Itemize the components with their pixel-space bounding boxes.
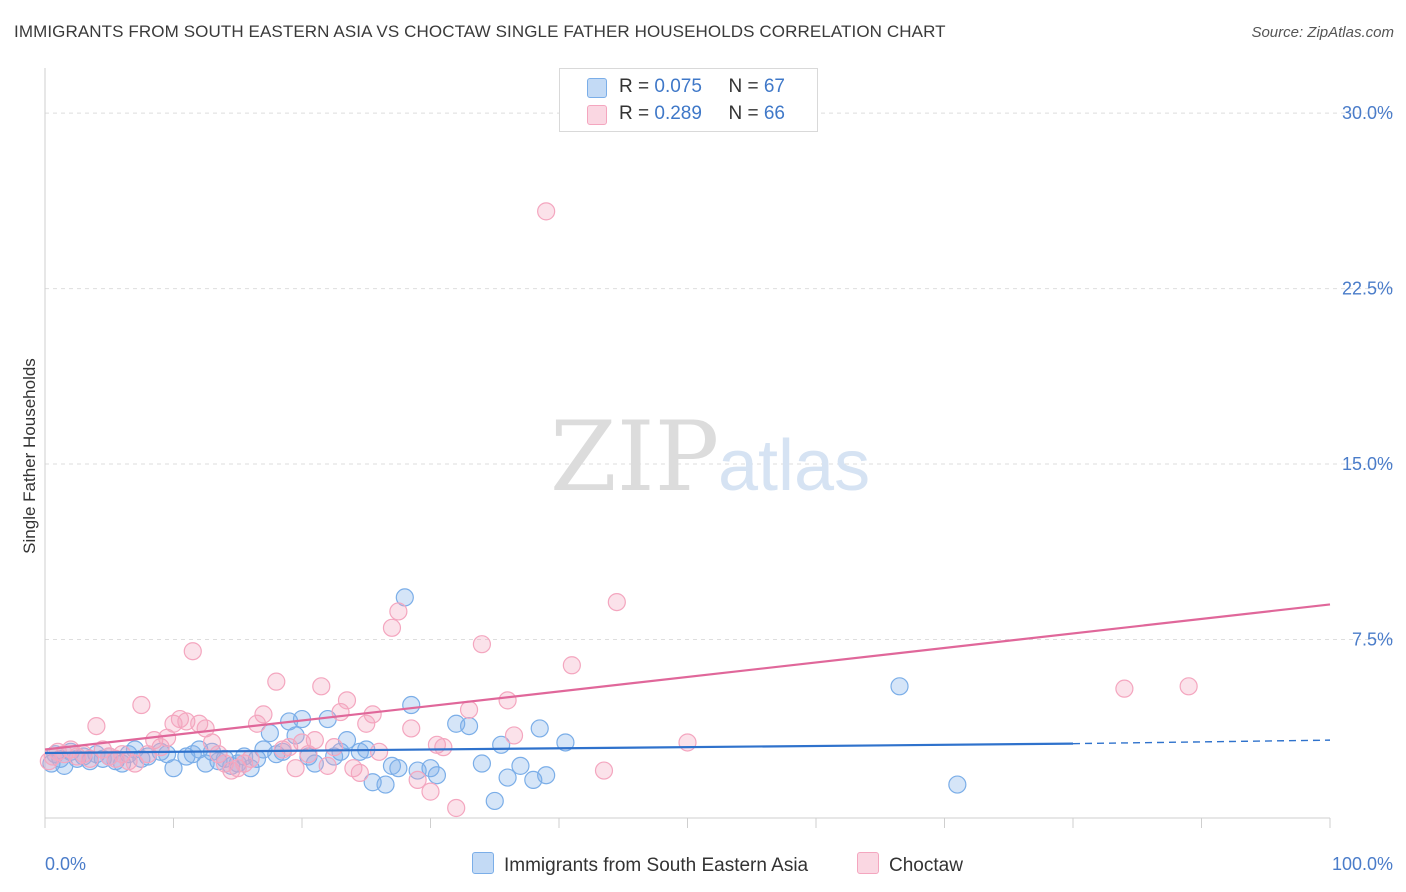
bottom-legend-swatch-immigrants: [472, 852, 494, 874]
grid-lines: [45, 112, 1393, 641]
trend-lines: [44, 603, 1331, 755]
point-immigrants: [890, 677, 909, 696]
point-choctaw: [370, 742, 389, 761]
point-choctaw: [678, 733, 697, 752]
watermark-atlas: atlas: [718, 426, 870, 506]
legend-swatch-immigrants: [587, 78, 607, 98]
legend-n-value: 67: [763, 76, 785, 97]
y-axis-label: Single Father Households: [20, 358, 39, 554]
point-choctaw: [594, 761, 614, 780]
axes: [44, 68, 1331, 828]
point-choctaw: [472, 635, 491, 654]
point-immigrants: [948, 775, 967, 794]
point-choctaw: [87, 716, 106, 736]
point-choctaw: [125, 754, 145, 773]
point-choctaw: [254, 705, 273, 724]
legend-r-value: 0.075: [654, 76, 702, 97]
point-choctaw: [402, 719, 421, 738]
point-immigrants: [498, 768, 517, 787]
bottom-legend-label-choctaw: Choctaw: [889, 855, 963, 876]
y-tick-labels: 7.5% 15.0% 22.5% 30.0%: [1342, 103, 1393, 649]
point-immigrants: [556, 733, 575, 752]
legend: R = 0.075 N = 67 R = 0.289 N = 66: [559, 68, 818, 132]
point-choctaw: [504, 726, 524, 745]
point-choctaw: [80, 749, 100, 768]
point-choctaw: [363, 705, 382, 724]
trend-line-immigrants: [44, 742, 1074, 755]
point-choctaw: [1179, 677, 1198, 696]
point-immigrants: [376, 775, 395, 794]
x-tick-label-max: 100.0%: [1332, 854, 1393, 874]
point-choctaw: [318, 756, 337, 775]
point-choctaw: [421, 782, 440, 801]
point-choctaw: [112, 745, 132, 764]
y-tick-label: 30.0%: [1342, 103, 1393, 123]
point-choctaw: [498, 691, 517, 710]
point-choctaw: [267, 672, 286, 691]
point-choctaw: [337, 691, 357, 710]
y-tick-label: 7.5%: [1352, 630, 1393, 650]
legend-n-label: N =: [728, 103, 764, 124]
x-tick-labels: 0.0% 100.0%: [45, 854, 1393, 874]
point-immigrants: [511, 756, 530, 775]
source-label: Source: ZipAtlas.com: [1251, 24, 1394, 41]
point-choctaw: [1115, 679, 1134, 698]
bottom-legend-label-immigrants: Immigrants from South Eastern Asia: [504, 855, 809, 876]
legend-n-value: 66: [763, 103, 785, 124]
point-choctaw: [350, 763, 369, 782]
point-immigrants: [402, 695, 421, 715]
legend-r-label: R =: [619, 103, 655, 124]
point-immigrants: [427, 766, 447, 785]
bottom-legend-choctaw: Choctaw: [857, 852, 963, 877]
point-choctaw: [434, 738, 453, 757]
legend-r-value: 0.289: [654, 103, 702, 124]
point-choctaw: [537, 202, 556, 221]
point-choctaw: [183, 642, 202, 661]
point-choctaw: [93, 740, 112, 759]
point-immigrants: [472, 754, 491, 773]
point-choctaw: [562, 656, 581, 675]
point-choctaw: [286, 759, 305, 778]
point-choctaw: [607, 592, 626, 612]
point-immigrants: [459, 716, 479, 736]
point-immigrants: [530, 719, 549, 738]
point-choctaw: [209, 745, 228, 764]
bottom-legend-swatch-choctaw: [857, 852, 879, 874]
point-immigrants: [164, 759, 183, 778]
y-tick-label: 15.0%: [1342, 454, 1393, 474]
point-choctaw: [305, 731, 324, 750]
point-choctaw: [312, 677, 331, 696]
point-choctaw: [132, 695, 151, 715]
point-immigrants: [421, 759, 440, 778]
point-choctaw: [241, 749, 260, 768]
point-choctaw: [357, 714, 376, 733]
point-immigrants: [286, 726, 305, 745]
point-choctaw: [459, 700, 479, 719]
x-tick-label-min: 0.0%: [45, 854, 86, 874]
trend-line-choctaw: [44, 603, 1331, 751]
legend-r-label: R =: [619, 76, 655, 97]
legend-n-label: N =: [728, 76, 764, 97]
trend-line-immigrants-extrapolated: [1072, 739, 1331, 745]
watermark-zip: ZIP: [550, 401, 719, 513]
point-choctaw: [389, 602, 408, 621]
chart-title: IMMIGRANTS FROM SOUTH EASTERN ASIA VS CH…: [14, 22, 946, 41]
point-choctaw: [408, 770, 427, 790]
point-immigrants: [537, 766, 556, 785]
point-choctaw: [382, 618, 402, 637]
point-choctaw: [325, 738, 344, 757]
y-tick-label: 22.5%: [1342, 279, 1393, 299]
bottom-legend-immigrants: Immigrants from South Eastern Asia: [472, 852, 808, 877]
point-immigrants: [389, 759, 408, 778]
point-immigrants: [485, 791, 504, 811]
legend-swatch-choctaw: [587, 105, 607, 125]
point-choctaw: [447, 798, 466, 818]
